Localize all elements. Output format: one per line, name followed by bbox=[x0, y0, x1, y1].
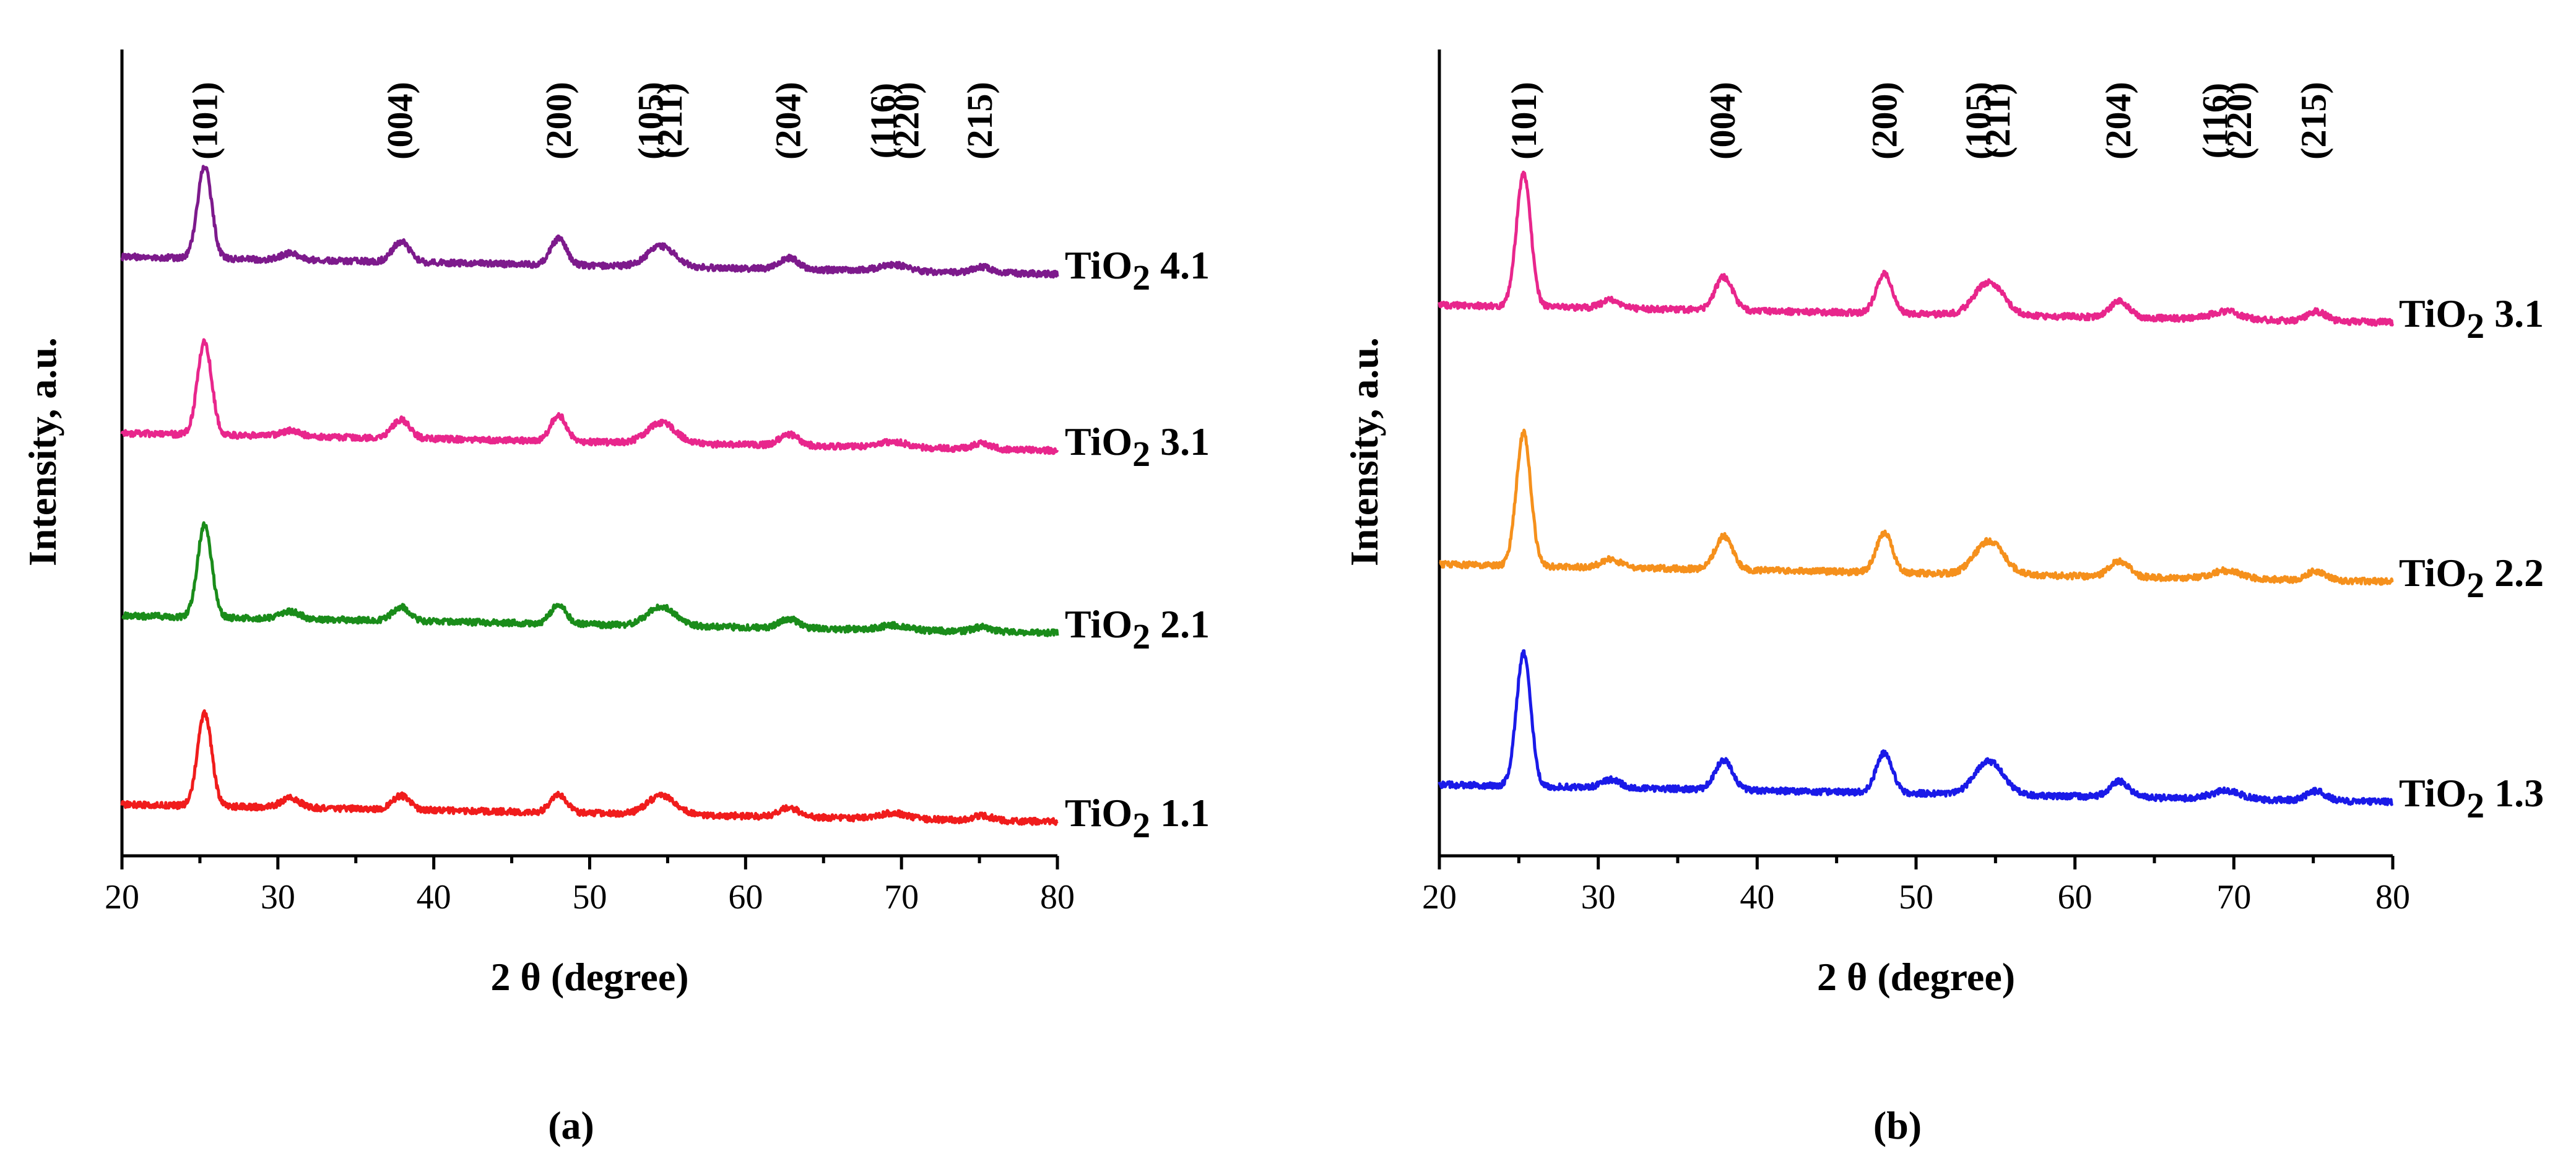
peak-label: (211) bbox=[1977, 83, 2018, 158]
x-tick-label: 40 bbox=[1740, 878, 1774, 916]
y-axis-title: Intensity, a.u. bbox=[20, 337, 64, 566]
series-label-subscript: 2 bbox=[2466, 785, 2484, 826]
x-tick-label: 30 bbox=[261, 878, 295, 916]
series-label-prefix: TiO bbox=[2399, 291, 2466, 335]
peak-label: (204) bbox=[768, 82, 808, 160]
series-line bbox=[120, 338, 1059, 455]
peak-label: (105) bbox=[1958, 82, 1998, 160]
panel-b-axes bbox=[1438, 50, 2395, 869]
series-line bbox=[1438, 649, 2394, 806]
series-label-suffix: 3.1 bbox=[1150, 420, 1210, 463]
panel-b: 20 30 40 50 60 70 80 2 θ (degree) Intensity, a.u… bbox=[1342, 50, 2544, 1147]
peak-label: (220) bbox=[2219, 82, 2259, 160]
series-label-subscript: 2 bbox=[2466, 306, 2484, 346]
peak-label: (116) bbox=[2195, 83, 2236, 158]
peak-label: (204) bbox=[2098, 82, 2138, 160]
series-label: TiO2 4.1 bbox=[1065, 243, 1210, 298]
peak-label: (004) bbox=[379, 82, 420, 160]
series-label: TiO2 1.1 bbox=[1065, 791, 1210, 845]
x-tick-label: 60 bbox=[728, 878, 763, 916]
x-tick-label: 20 bbox=[105, 878, 139, 916]
series-label-suffix: 1.1 bbox=[1150, 791, 1210, 835]
panel-a-labels: 20 30 40 50 60 70 80 2 θ (degree) Intensity, a.u… bbox=[20, 82, 1210, 1147]
x-tick-label: 30 bbox=[1581, 878, 1616, 916]
x-tick-label: 70 bbox=[2216, 878, 2251, 916]
x-axis-title: 2 θ (degree) bbox=[490, 955, 688, 999]
peak-label: (200) bbox=[1865, 82, 1905, 160]
series-label-suffix: 2.1 bbox=[1150, 602, 1210, 646]
peak-label: (004) bbox=[1702, 82, 1743, 160]
series-label-suffix: 2.2 bbox=[2484, 551, 2544, 595]
series-label-prefix: TiO bbox=[2399, 771, 2466, 815]
x-tick-label: 40 bbox=[417, 878, 451, 916]
peak-label: (101) bbox=[1504, 82, 1544, 160]
series-line bbox=[1438, 428, 2394, 586]
x-tick-label: 70 bbox=[884, 878, 919, 916]
peak-label: (215) bbox=[2294, 82, 2334, 160]
peak-label: (220) bbox=[887, 82, 927, 160]
peak-label: (105) bbox=[631, 82, 671, 160]
series-label-prefix: TiO bbox=[1065, 791, 1132, 835]
x-axis-title: 2 θ (degree) bbox=[1817, 955, 2015, 999]
series-label-prefix: TiO bbox=[1065, 602, 1132, 646]
peak-label: (101) bbox=[184, 82, 225, 160]
series-label: TiO2 1.3 bbox=[2399, 771, 2544, 826]
panel-b-curves bbox=[1438, 170, 2395, 806]
peak-label: (215) bbox=[960, 82, 1000, 160]
series-label-subscript: 2 bbox=[1132, 616, 1150, 657]
series-label-prefix: TiO bbox=[2399, 551, 2466, 595]
x-tick-label: 20 bbox=[1422, 878, 1457, 916]
series-label-subscript: 2 bbox=[2466, 565, 2484, 605]
series-label-subscript: 2 bbox=[1132, 434, 1150, 474]
series-line bbox=[121, 521, 1059, 637]
peak-label: (200) bbox=[539, 82, 579, 160]
series-label-suffix: 4.1 bbox=[1150, 243, 1210, 287]
panel-label: (b) bbox=[1873, 1103, 1922, 1147]
panel-label: (a) bbox=[548, 1103, 594, 1147]
x-tick-label: 80 bbox=[2375, 878, 2410, 916]
series-label: TiO2 3.1 bbox=[2399, 291, 2544, 346]
series-label-prefix: TiO bbox=[1065, 243, 1132, 287]
x-tick-label: 60 bbox=[2058, 878, 2092, 916]
x-tick-label: 80 bbox=[1040, 878, 1075, 916]
series-label-suffix: 1.3 bbox=[2484, 771, 2544, 815]
series-label-subscript: 2 bbox=[1132, 257, 1150, 298]
series-line bbox=[120, 165, 1059, 279]
panel-a: 20 30 40 50 60 70 80 2 θ (degree) Intensity, a.u… bbox=[20, 50, 1210, 1147]
series-label: TiO2 3.1 bbox=[1065, 420, 1210, 474]
x-tick-label: 50 bbox=[573, 878, 607, 916]
series-label-suffix: 3.1 bbox=[2484, 291, 2544, 335]
panel-b-labels: 20 30 40 50 60 70 80 2 θ (degree) Intensity, a.u… bbox=[1342, 82, 2544, 1147]
series-line bbox=[120, 709, 1059, 826]
series-label-prefix: TiO bbox=[1065, 420, 1132, 463]
series-label: TiO2 2.1 bbox=[1065, 602, 1210, 657]
y-axis-title: Intensity, a.u. bbox=[1342, 337, 1386, 566]
x-tick-label: 50 bbox=[1899, 878, 1933, 916]
peak-label: (211) bbox=[649, 83, 690, 158]
series-label: TiO2 2.2 bbox=[2399, 551, 2544, 605]
series-label-subscript: 2 bbox=[1132, 805, 1150, 845]
panel-a-axes bbox=[120, 50, 1059, 869]
series-line bbox=[1438, 170, 2395, 327]
panel-a-curves bbox=[120, 165, 1059, 826]
peak-label: (116) bbox=[863, 83, 903, 158]
